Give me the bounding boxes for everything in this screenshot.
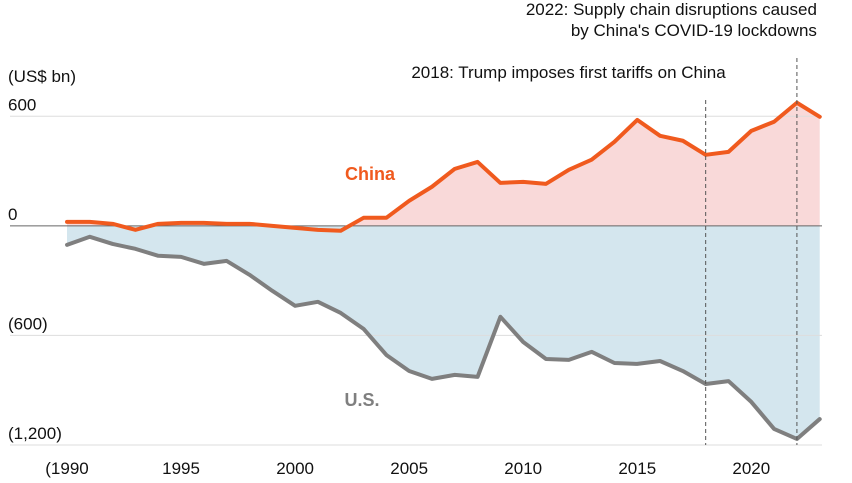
x-tick-label: 2015 — [618, 459, 656, 478]
line — [65, 234, 822, 441]
x-tick-label: (1990 — [45, 459, 88, 478]
annotation-text: 2018: Trump imposes first tariffs on Chi… — [411, 63, 726, 82]
y-tick-label: (600) — [8, 314, 48, 333]
y-tick-label: 0 — [8, 205, 17, 224]
area-fill — [67, 102, 820, 231]
x-tick-label: 2000 — [276, 459, 314, 478]
y-axis-label: (US$ bn) — [8, 67, 76, 86]
x-tick-label: 2010 — [504, 459, 542, 478]
series-label: U.S. — [344, 390, 379, 410]
y-tick-label: (1,200) — [8, 424, 62, 443]
annotation-text: 2022: Supply chain disruptions caused — [526, 0, 817, 19]
y-tick-label: 600 — [8, 95, 36, 114]
x-tick-label: 2020 — [732, 459, 770, 478]
x-tick-label: 2005 — [390, 459, 428, 478]
area-fill — [67, 225, 820, 439]
series-label: China — [345, 164, 396, 184]
line — [65, 100, 822, 233]
annotation-text: by China's COVID-19 lockdowns — [571, 21, 817, 40]
x-tick-label: 1995 — [162, 459, 200, 478]
